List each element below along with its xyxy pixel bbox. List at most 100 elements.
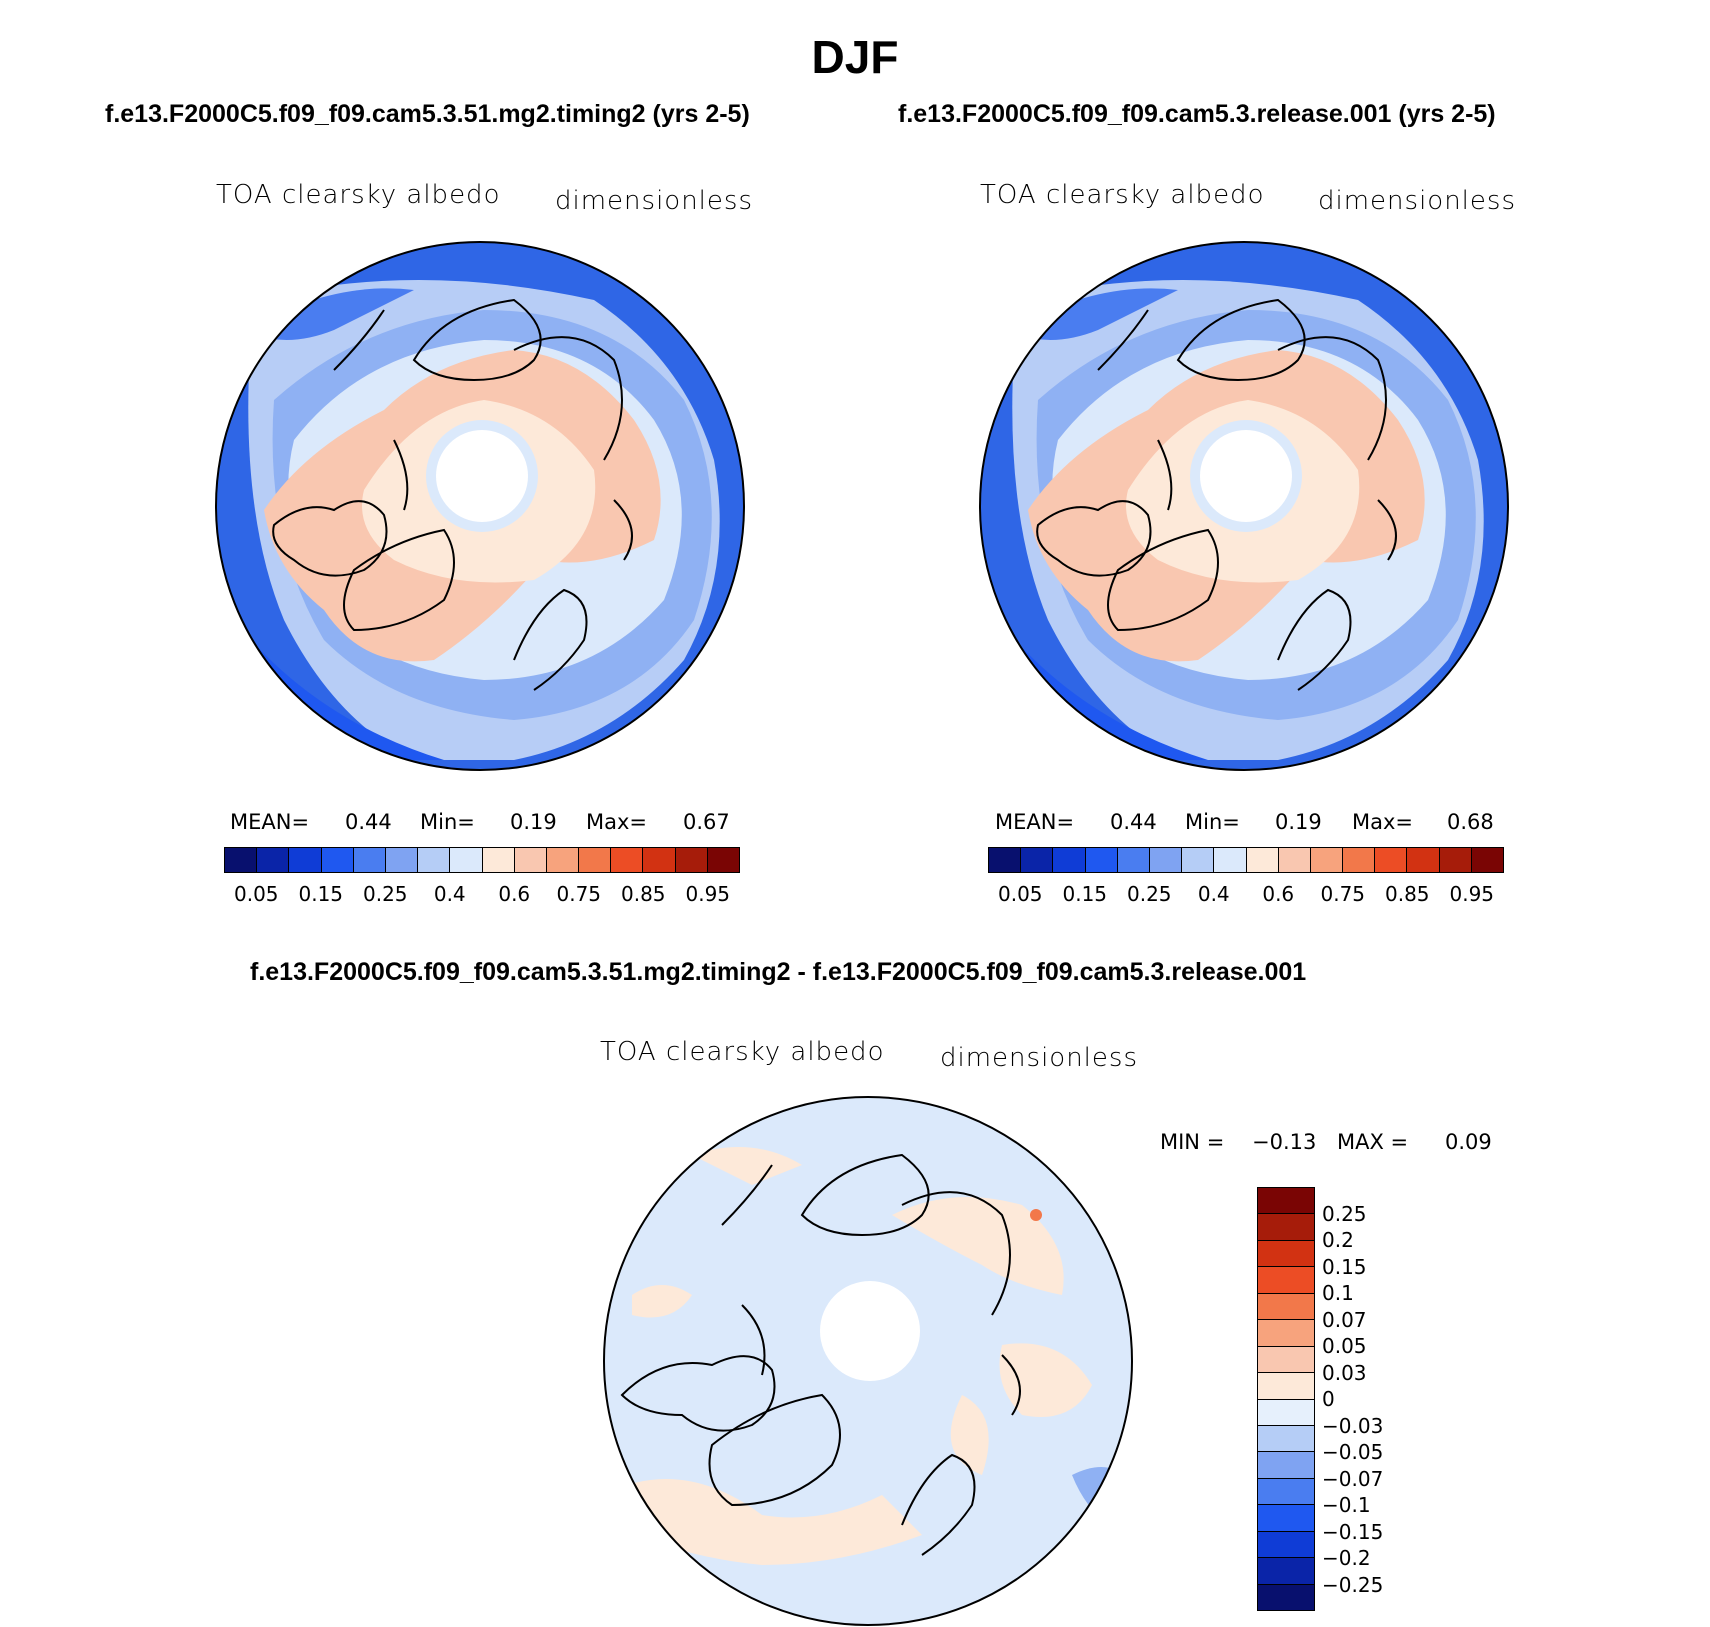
colorbar-swatch — [1258, 1531, 1314, 1559]
colorbar-swatch — [1117, 848, 1150, 872]
panel-1-max-value: 0.67 — [683, 810, 730, 834]
colorbar-swatch — [546, 848, 580, 872]
panel-1-mean-value: 0.44 — [345, 810, 392, 834]
colorbar-tick-label: 0.2 — [1322, 1228, 1354, 1252]
colorbar-swatch — [1439, 848, 1472, 872]
colorbar-swatch — [1407, 848, 1440, 872]
colorbar-swatch — [482, 848, 515, 872]
colorbar-swatch — [1258, 1320, 1314, 1347]
colorbar-tick-label: 0.75 — [1320, 882, 1366, 906]
colorbar-swatch — [1258, 1584, 1314, 1610]
colorbar-tick-label: 0.25 — [1322, 1201, 1367, 1226]
panel-2-case-title: f.e13.F2000C5.f09_f09.cam5.3.release.001… — [898, 100, 1496, 128]
panel-2-min-label: Min= — [1185, 810, 1240, 834]
colorbar-tick-label: −0.05 — [1322, 1440, 1384, 1464]
colorbar-swatch — [289, 848, 322, 872]
panel-2-min-value: 0.19 — [1275, 810, 1322, 834]
colorbar-tick-label: 0.6 — [1262, 882, 1295, 906]
panel-1-colorbar — [224, 847, 740, 873]
panel-1-polar-map — [215, 241, 745, 771]
colorbar-swatch — [1471, 848, 1503, 872]
colorbar-tick-label: 0.25 — [1126, 882, 1172, 906]
colorbar-tick-label: 0.15 — [1322, 1254, 1367, 1279]
colorbar-tick-label: −0.1 — [1322, 1493, 1371, 1517]
colorbar-swatch — [579, 848, 612, 872]
colorbar-swatch — [611, 848, 644, 872]
difference-min-label: MIN = — [1160, 1130, 1225, 1154]
colorbar-swatch — [1258, 1188, 1314, 1215]
colorbar-swatch — [1021, 848, 1054, 872]
difference-max-value: 0.09 — [1445, 1130, 1492, 1154]
panel-1-min-label: Min= — [420, 810, 475, 834]
colorbar-tick-label: 0.15 — [298, 882, 344, 906]
colorbar-tick-label: 0.1 — [1322, 1281, 1354, 1305]
panel-1-colorbar-ticks: 0.05 0.15 0.25 0.4 0.6 0.75 0.85 0.95 — [224, 882, 740, 908]
colorbar-tick-label: −0.07 — [1322, 1466, 1384, 1491]
panel-1-case-title: f.e13.F2000C5.f09_f09.cam5.3.51.mg2.timi… — [105, 100, 750, 128]
colorbar-swatch — [1258, 1558, 1314, 1585]
colorbar-swatch — [1310, 848, 1344, 872]
difference-polar-map — [603, 1096, 1133, 1626]
colorbar-swatch — [707, 848, 739, 872]
colorbar-tick-label: 0.4 — [433, 882, 466, 906]
panel-2-max-value: 0.68 — [1447, 810, 1494, 834]
colorbar-tick-label: −0.25 — [1322, 1572, 1384, 1597]
difference-variable-label: TOA clearsky albedo — [600, 1037, 885, 1067]
colorbar-tick-label: 0.15 — [1062, 882, 1108, 906]
figure-title: DJF — [811, 31, 899, 83]
colorbar-tick-label: 0.03 — [1322, 1360, 1367, 1385]
colorbar-swatch — [1053, 848, 1086, 872]
colorbar-swatch — [1182, 848, 1215, 872]
colorbar-swatch — [225, 848, 258, 872]
colorbar-swatch — [1258, 1399, 1314, 1426]
colorbar-tick-label: −0.2 — [1322, 1546, 1371, 1570]
colorbar-swatch — [1375, 848, 1408, 872]
colorbar-swatch — [1278, 848, 1311, 872]
difference-colorbar — [1257, 1187, 1315, 1611]
colorbar-swatch — [1085, 848, 1118, 872]
colorbar-swatch — [1258, 1267, 1314, 1294]
colorbar-swatch — [1258, 1425, 1314, 1453]
colorbar-swatch — [1258, 1505, 1314, 1532]
colorbar-swatch — [1258, 1240, 1314, 1268]
colorbar-swatch — [321, 848, 354, 872]
colorbar-tick-label: −0.15 — [1322, 1519, 1384, 1544]
colorbar-tick-label: 0.4 — [1197, 882, 1230, 906]
panel-2-units-label: dimensionless — [1318, 186, 1516, 216]
panel-2-polar-map — [979, 241, 1509, 771]
panel-2-variable-label: TOA clearsky albedo — [980, 180, 1265, 210]
colorbar-swatch — [643, 848, 676, 872]
colorbar-tick-label: 0.75 — [556, 882, 602, 906]
panel-2-colorbar — [988, 847, 1504, 873]
panel-1-variable-label: TOA clearsky albedo — [216, 180, 501, 210]
panel-2-mean-label: MEAN= — [995, 810, 1075, 834]
colorbar-tick-label: 0.07 — [1322, 1307, 1367, 1332]
colorbar-tick-label: −0.03 — [1322, 1413, 1384, 1438]
colorbar-tick-label: 0.25 — [362, 882, 408, 906]
difference-min-value: −0.13 — [1252, 1130, 1317, 1154]
colorbar-tick-label: 0.05 — [997, 882, 1043, 906]
colorbar-swatch — [1214, 848, 1247, 872]
colorbar-tick-label: 0.05 — [1322, 1334, 1367, 1358]
panel-1-max-label: Max= — [586, 810, 648, 834]
colorbar-swatch — [1258, 1346, 1314, 1374]
colorbar-tick-label: 0 — [1322, 1387, 1335, 1411]
colorbar-swatch — [1258, 1373, 1314, 1400]
panel-1-units-label: dimensionless — [555, 186, 753, 216]
panel-1-min-value: 0.19 — [510, 810, 557, 834]
colorbar-swatch — [257, 848, 290, 872]
colorbar-swatch — [1343, 848, 1376, 872]
colorbar-swatch — [353, 848, 386, 872]
colorbar-swatch — [418, 848, 451, 872]
colorbar-swatch — [385, 848, 419, 872]
colorbar-tick-label: 0.85 — [620, 882, 666, 906]
panel-2-mean-value: 0.44 — [1110, 810, 1157, 834]
colorbar-swatch — [989, 848, 1022, 872]
difference-max-label: MAX = — [1337, 1130, 1409, 1154]
difference-title: f.e13.F2000C5.f09_f09.cam5.3.51.mg2.timi… — [250, 958, 1307, 986]
colorbar-tick-label: 0.95 — [1449, 882, 1495, 906]
colorbar-swatch — [1149, 848, 1183, 872]
panel-1-mean-label: MEAN= — [230, 810, 310, 834]
panel-2-colorbar-ticks: 0.05 0.15 0.25 0.4 0.6 0.75 0.85 0.95 — [988, 882, 1504, 908]
colorbar-swatch — [450, 848, 483, 872]
